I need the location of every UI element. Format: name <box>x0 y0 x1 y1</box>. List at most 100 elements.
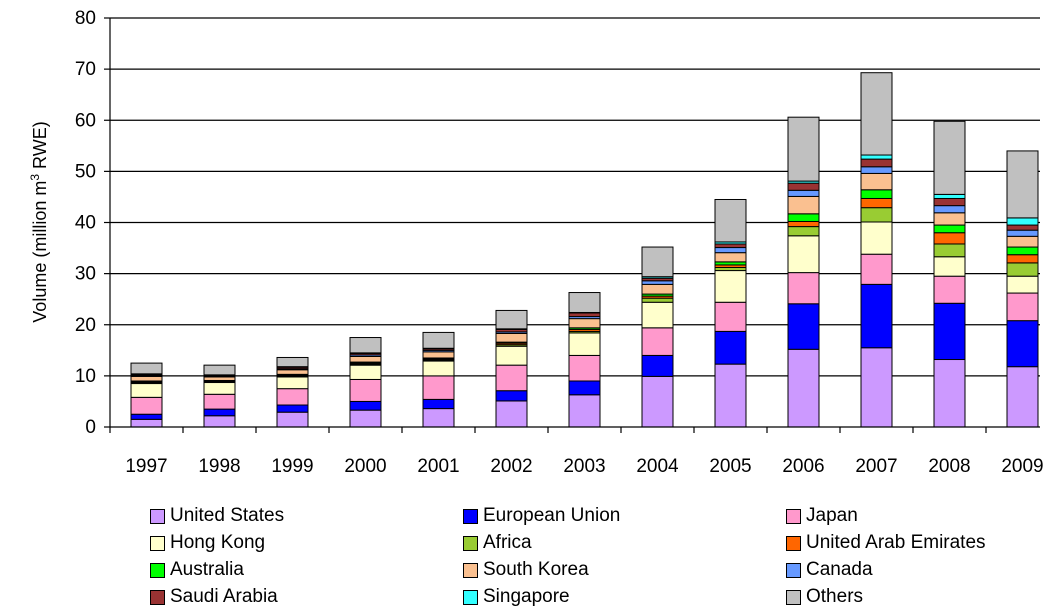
legend-label: Others <box>806 586 864 607</box>
bar-segment-japan-2003 <box>568 354 601 382</box>
bar-segment-japan-2001 <box>422 375 455 400</box>
bar-segment-united-states-2003 <box>568 394 601 428</box>
bar-segment-hong-kong-1997 <box>130 383 163 398</box>
legend-item-singapore: Singapore <box>463 585 570 609</box>
bar-segment-south-korea-2003 <box>568 318 601 329</box>
bar-segment-saudi-arabia-2006 <box>787 182 820 191</box>
bar-segment-japan-2004 <box>641 327 674 356</box>
bar-segment-european-union-1997 <box>130 413 163 420</box>
bar-segment-south-korea-2009 <box>1006 235 1039 248</box>
y-tick-label: 10 <box>75 366 96 387</box>
bar-segment-saudi-arabia-2008 <box>933 197 966 207</box>
bar-segment-others-1997 <box>130 362 163 375</box>
bar-segment-saudi-arabia-2007 <box>860 158 893 168</box>
bar-segment-european-union-2002 <box>495 390 528 402</box>
bar-segment-others-2002 <box>495 309 528 330</box>
bar-segment-south-korea-2007 <box>860 172 893 191</box>
bar-segment-japan-2005 <box>714 301 747 332</box>
bar-segment-hong-kong-1999 <box>276 376 309 390</box>
legend-swatch <box>463 562 478 578</box>
bar-segment-saudi-arabia-2003 <box>568 312 601 318</box>
legend-label: Japan <box>806 505 858 526</box>
bar-segment-others-2004 <box>641 246 674 278</box>
bar-segment-united-states-1998 <box>203 415 236 428</box>
legend-swatch <box>463 535 478 551</box>
bar-segment-hong-kong-2006 <box>787 235 820 274</box>
legend-label: Canada <box>806 559 873 580</box>
bar-segment-european-union-2003 <box>568 380 601 396</box>
bar-segment-united-states-2006 <box>787 348 820 428</box>
bar-segment-hong-kong-2007 <box>860 221 893 255</box>
x-tick-label: 2000 <box>344 456 386 477</box>
bar-segment-others-2008 <box>933 120 966 195</box>
bar-segment-south-korea-2008 <box>933 212 966 226</box>
bar-segment-japan-2008 <box>933 275 966 304</box>
bar-segment-hong-kong-1998 <box>203 382 236 395</box>
bar-segment-south-korea-1997 <box>130 375 163 382</box>
bar-segment-japan-1997 <box>130 396 163 415</box>
y-tick-labels: 0 10 20 30 40 50 60 70 80 <box>75 8 96 438</box>
bar-segment-hong-kong-2005 <box>714 270 747 303</box>
bar-segment-others-2000 <box>349 337 382 354</box>
bar-segment-hong-kong-2001 <box>422 360 455 377</box>
bar-segment-australia-2008 <box>933 224 966 234</box>
gridlines <box>110 17 1040 377</box>
bar-segment-africa-2009 <box>1006 262 1039 277</box>
bar-segment-others-2007 <box>860 72 893 156</box>
bar-segment-hong-kong-2004 <box>641 301 674 329</box>
bar-segment-japan-2007 <box>860 253 893 285</box>
bar-segment-others-1998 <box>203 364 236 376</box>
bar-segment-united-states-2005 <box>714 363 747 428</box>
x-tick-label: 1998 <box>198 456 240 477</box>
bar-segment-european-union-2004 <box>641 354 674 377</box>
bar-segment-canada-2009 <box>1006 229 1039 237</box>
bar-segment-european-union-2001 <box>422 398 455 410</box>
y-axis-label-superscript: 3 <box>28 174 42 181</box>
bar-segment-european-union-2009 <box>1006 320 1039 368</box>
bar-segment-africa-2006 <box>787 226 820 237</box>
bar-segment-south-korea-1998 <box>203 376 236 381</box>
bar-segment-united-states-2004 <box>641 375 674 428</box>
bar-segment-united-states-2009 <box>1006 366 1039 428</box>
legend-item-africa: Africa <box>463 531 532 555</box>
bar-segment-saudi-arabia-2005 <box>714 243 747 249</box>
bar-segment-africa-2008 <box>933 243 966 258</box>
bar-segment-european-union-2000 <box>349 400 382 411</box>
bar-segment-japan-2000 <box>349 378 382 402</box>
legend-swatch <box>786 508 801 524</box>
bar-segment-singapore-2007 <box>860 154 893 160</box>
legend-swatch <box>150 508 165 524</box>
legend-label: Africa <box>483 532 532 553</box>
x-tick-labels: 1997 1998 1999 2000 2001 2002 2003 2004 2005 2006… <box>125 456 1043 477</box>
legend-swatch <box>786 589 801 605</box>
x-tick-label: 2001 <box>417 456 459 477</box>
legend-label: United Arab Emirates <box>806 532 986 553</box>
bar-segment-united-states-2008 <box>933 359 966 428</box>
y-tick-label: 80 <box>75 8 96 29</box>
bar-segment-united-arab-emirates-2007 <box>860 197 893 209</box>
x-tick-label: 2007 <box>855 456 897 477</box>
legend-swatch <box>786 562 801 578</box>
bar-segment-european-union-1998 <box>203 408 236 417</box>
bar-segment-united-states-1999 <box>276 411 309 428</box>
x-tick-label: 1999 <box>271 456 313 477</box>
bar-segment-hong-kong-2002 <box>495 345 528 366</box>
legend-swatch <box>150 535 165 551</box>
legend-item-australia: Australia <box>150 558 244 582</box>
bar-segment-japan-1998 <box>203 393 236 410</box>
bar-segment-others-2006 <box>787 116 820 182</box>
bar-segment-european-union-2006 <box>787 303 820 350</box>
bar-segment-european-union-2008 <box>933 302 966 361</box>
bar-segment-south-korea-2004 <box>641 283 674 295</box>
bar-segment-european-union-2005 <box>714 330 747 365</box>
bar-segment-canada-2004 <box>641 280 674 285</box>
bar-segment-singapore-2008 <box>933 193 966 199</box>
x-tick-label: 1997 <box>125 456 167 477</box>
legend-label: South Korea <box>483 559 589 580</box>
legend-swatch <box>463 589 478 605</box>
legend-item-japan: Japan <box>786 504 858 528</box>
legend-item-saudi-arabia: Saudi Arabia <box>150 585 278 609</box>
bar-segment-european-union-1999 <box>276 404 309 413</box>
bar-segment-others-2005 <box>714 198 747 243</box>
legend-swatch <box>150 589 165 605</box>
